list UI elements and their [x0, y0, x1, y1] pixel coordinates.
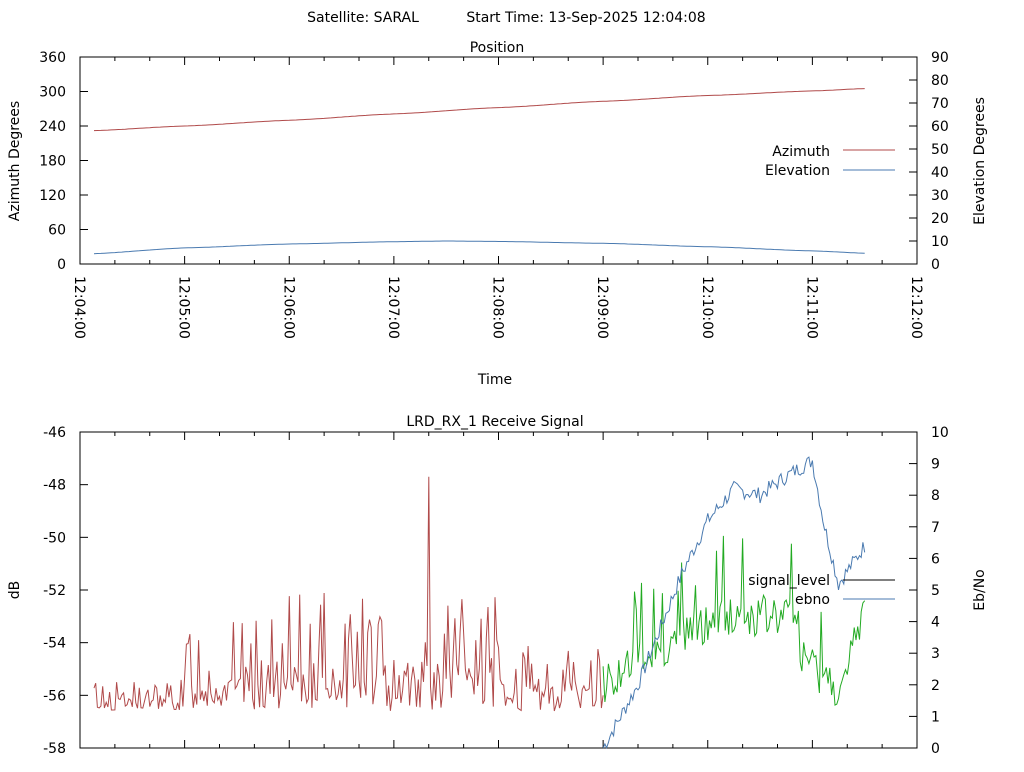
- elevation-axis-tick-label-2: 20: [931, 211, 949, 227]
- db-axis-tick-label-3: -52: [43, 583, 66, 599]
- elevation-axis-tick-label-4: 40: [931, 165, 949, 181]
- ebno-axis-tick-label-2: 2: [931, 678, 940, 694]
- legend-azimuth-label: Azimuth: [772, 144, 830, 160]
- ebno-axis-tick-label-9: 9: [931, 457, 940, 473]
- ebno-axis-tick-label-7: 7: [931, 520, 940, 536]
- receive-signal-legend: signal_level ebno: [748, 573, 895, 608]
- azimuth-series-line: [93, 88, 865, 132]
- receive-signal-chart-title: LRD_RX_1 Receive Signal: [406, 414, 583, 430]
- db-axis-label: dB: [7, 581, 23, 600]
- azimuth-axis-tick-label-3: 180: [39, 154, 66, 170]
- azimuth-axis-tick-label-6: 360: [39, 50, 66, 66]
- elevation-axis-tick-label-6: 60: [931, 119, 949, 135]
- db-axis-tick-label-2: -54: [43, 636, 66, 652]
- legend-ebno-label: ebno: [795, 592, 830, 608]
- time-tick-label-8: 12:12:00: [908, 276, 924, 339]
- db-axis-tick-label-4: -50: [43, 530, 66, 546]
- elevation-axis-tick-label-5: 50: [931, 142, 949, 158]
- azimuth-axis-tick-label-4: 240: [39, 119, 66, 135]
- azimuth-axis-label: Azimuth Degrees: [7, 101, 23, 221]
- db-axis-tick-label-5: -48: [43, 478, 66, 494]
- time-tick-label-7: 12:11:00: [803, 276, 819, 339]
- time-tick-label-0: 12:04:00: [71, 276, 87, 339]
- receive-signal-chart: LRD_RX_1 Receive Signal -58 -56 -54 -52 -50 -…: [7, 414, 988, 757]
- ebno-axis-label: Eb/No: [972, 569, 988, 611]
- time-tick-label-5: 12:09:00: [594, 276, 610, 339]
- satellite-label: Satellite: SARAL: [307, 10, 419, 26]
- position-legend: Azimuth Elevation: [765, 144, 895, 179]
- ebno-axis-tick-label-5: 5: [931, 583, 940, 599]
- elevation-axis-tick-label-8: 80: [931, 73, 949, 89]
- position-chart: Position 0 60 120 180 240 300 360 0 10 20 30 40 50 6…: [7, 40, 988, 388]
- time-axis-label: Time: [477, 372, 512, 388]
- time-tick-label-4: 12:08:00: [490, 276, 506, 339]
- ebno-series-line: [602, 456, 866, 750]
- time-tick-label-6: 12:10:00: [699, 276, 715, 339]
- elevation-axis-tick-label-9: 90: [931, 50, 949, 66]
- ebno-axis-tick-label-10: 10: [931, 425, 949, 441]
- ebno-axis-tick-label-3: 3: [931, 646, 940, 662]
- receive-signal-plot-frame: [79, 431, 918, 749]
- legend-signal-level-label: signal_level: [748, 573, 830, 589]
- time-tick-label-1: 12:05:00: [176, 276, 192, 339]
- signal-level-series-line-part1: [93, 476, 604, 712]
- time-tick-label-2: 12:06:00: [280, 276, 296, 339]
- elevation-series-line: [93, 240, 865, 255]
- ebno-axis-tick-label-0: 0: [931, 741, 940, 757]
- ebno-axis-tick-label-1: 1: [931, 709, 940, 725]
- ebno-axis-tick-label-8: 8: [931, 488, 940, 504]
- start-time-label: Start Time: 13-Sep-2025 12:04:08: [466, 10, 705, 26]
- elevation-axis-tick-label-0: 0: [931, 257, 940, 273]
- db-axis-tick-label-1: -56: [43, 688, 66, 704]
- position-plot-frame: [79, 56, 918, 265]
- db-axis-tick-label-6: -46: [43, 425, 66, 441]
- elevation-axis-tick-label-3: 30: [931, 188, 949, 204]
- elevation-axis-label: Elevation Degrees: [972, 97, 988, 225]
- azimuth-axis-tick-label-0: 0: [57, 257, 66, 273]
- azimuth-axis-tick-label-5: 300: [39, 85, 66, 101]
- db-axis-tick-label-0: -58: [43, 741, 66, 757]
- elevation-axis-tick-label-1: 10: [931, 234, 949, 250]
- ebno-axis-tick-label-4: 4: [931, 615, 940, 631]
- azimuth-axis-tick-label-2: 120: [39, 188, 66, 204]
- azimuth-axis-tick-label-1: 60: [48, 223, 66, 239]
- signal-level-series-line-part2: [602, 535, 866, 706]
- legend-elevation-label: Elevation: [765, 163, 830, 179]
- ebno-axis-tick-label-6: 6: [931, 551, 940, 567]
- position-chart-title: Position: [470, 40, 525, 56]
- elevation-axis-tick-label-7: 70: [931, 96, 949, 112]
- time-tick-label-3: 12:07:00: [385, 276, 401, 339]
